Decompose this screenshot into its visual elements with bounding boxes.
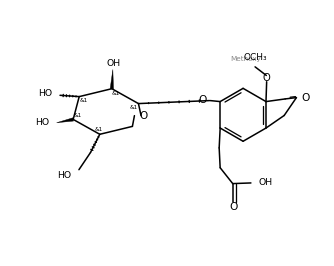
Text: &1: &1 — [79, 98, 88, 103]
Text: OCH₃: OCH₃ — [243, 53, 267, 63]
Text: OH: OH — [258, 178, 272, 188]
Text: O: O — [263, 73, 270, 84]
Text: &1: &1 — [129, 105, 138, 110]
Text: OH: OH — [107, 59, 121, 68]
Polygon shape — [57, 118, 73, 123]
Text: O: O — [139, 111, 147, 121]
Text: O: O — [301, 93, 309, 103]
Text: &1: &1 — [112, 91, 120, 96]
Text: HO: HO — [57, 171, 71, 180]
Polygon shape — [110, 69, 114, 89]
Text: HO: HO — [35, 118, 49, 127]
Text: &1: &1 — [95, 127, 103, 132]
Text: O: O — [198, 95, 206, 105]
Text: HO: HO — [39, 89, 53, 98]
Text: O: O — [230, 202, 238, 213]
Text: Methoxy: Methoxy — [230, 56, 261, 61]
Text: &1: &1 — [73, 113, 81, 118]
